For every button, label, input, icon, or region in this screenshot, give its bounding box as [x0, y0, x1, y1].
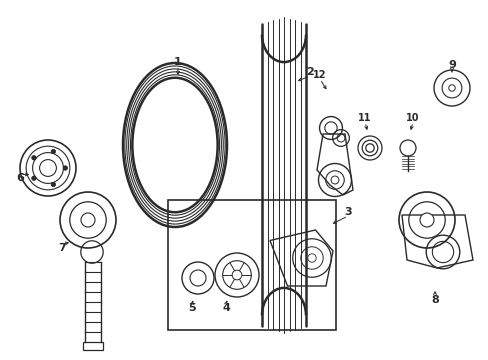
Circle shape	[448, 85, 454, 91]
Text: 9: 9	[447, 60, 455, 70]
Circle shape	[32, 176, 36, 180]
Text: 3: 3	[344, 207, 351, 217]
Text: 6: 6	[16, 173, 24, 183]
Circle shape	[51, 149, 56, 154]
Circle shape	[307, 254, 316, 262]
Text: 12: 12	[313, 70, 326, 80]
Circle shape	[63, 166, 67, 170]
Text: 7: 7	[58, 243, 66, 253]
Text: 2: 2	[305, 67, 313, 77]
Text: 4: 4	[222, 303, 229, 313]
Bar	[168, 200, 335, 330]
Text: 5: 5	[188, 303, 195, 313]
Circle shape	[51, 182, 56, 187]
Circle shape	[232, 270, 242, 280]
Circle shape	[330, 176, 338, 184]
Bar	[83, 342, 103, 350]
Circle shape	[419, 213, 433, 227]
Circle shape	[32, 156, 36, 160]
Text: 11: 11	[358, 113, 371, 123]
Text: 8: 8	[430, 295, 438, 305]
Text: 10: 10	[406, 113, 419, 123]
Circle shape	[81, 213, 95, 227]
Text: 1: 1	[174, 57, 182, 67]
